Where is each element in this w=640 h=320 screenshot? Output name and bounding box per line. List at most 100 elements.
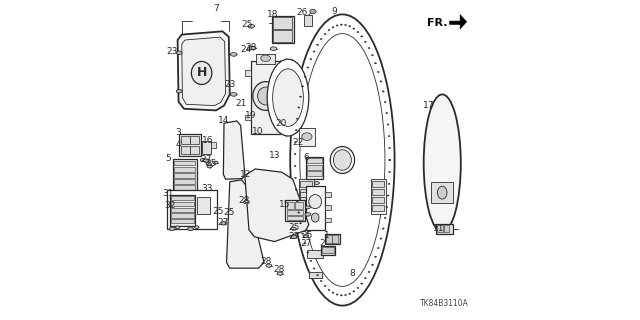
Text: 27: 27: [218, 218, 229, 227]
Text: 27: 27: [201, 155, 212, 164]
Ellipse shape: [300, 34, 385, 286]
Bar: [272, 16, 294, 43]
Ellipse shape: [204, 159, 209, 162]
Ellipse shape: [353, 28, 355, 29]
Bar: [172, 196, 193, 200]
Ellipse shape: [295, 130, 297, 131]
Ellipse shape: [384, 101, 386, 103]
Bar: [372, 181, 384, 187]
Text: 2: 2: [320, 239, 325, 248]
Text: 16: 16: [202, 136, 213, 145]
Text: 25: 25: [205, 159, 216, 168]
Ellipse shape: [365, 41, 367, 43]
Bar: [301, 205, 312, 211]
Bar: [307, 171, 321, 176]
Ellipse shape: [340, 24, 342, 25]
Ellipse shape: [374, 256, 376, 257]
Bar: [181, 146, 190, 154]
Polygon shape: [450, 15, 467, 29]
Bar: [324, 218, 330, 222]
Bar: [280, 115, 287, 120]
Ellipse shape: [188, 227, 193, 230]
Bar: [181, 136, 190, 144]
Ellipse shape: [258, 87, 274, 105]
Ellipse shape: [221, 222, 227, 225]
Bar: [172, 208, 193, 212]
Bar: [444, 225, 449, 232]
Text: 26: 26: [297, 8, 308, 17]
Ellipse shape: [307, 67, 308, 68]
Ellipse shape: [388, 159, 390, 161]
Ellipse shape: [301, 233, 303, 234]
Ellipse shape: [298, 107, 300, 108]
Text: H: H: [196, 67, 207, 79]
Ellipse shape: [294, 165, 296, 167]
Bar: [208, 142, 216, 148]
Text: 20: 20: [275, 119, 287, 128]
Ellipse shape: [294, 153, 296, 155]
Text: 1: 1: [324, 231, 330, 240]
Text: 28: 28: [238, 196, 250, 205]
Bar: [326, 235, 332, 243]
Ellipse shape: [330, 147, 355, 173]
Text: 25: 25: [241, 20, 253, 29]
Ellipse shape: [371, 264, 373, 265]
Bar: [256, 54, 275, 64]
Bar: [252, 61, 280, 134]
Bar: [273, 30, 292, 42]
Text: 17: 17: [423, 101, 435, 110]
Text: 15: 15: [279, 200, 291, 209]
Ellipse shape: [261, 55, 271, 61]
Ellipse shape: [305, 213, 311, 216]
Ellipse shape: [380, 81, 382, 82]
Bar: [300, 192, 306, 197]
Text: 11: 11: [433, 224, 445, 233]
Text: 4: 4: [176, 140, 181, 148]
Ellipse shape: [291, 235, 297, 238]
Text: 32: 32: [164, 201, 176, 210]
Text: 23: 23: [225, 80, 236, 89]
Ellipse shape: [388, 148, 390, 149]
Ellipse shape: [317, 44, 319, 45]
Text: 13: 13: [269, 151, 281, 160]
Bar: [300, 179, 314, 214]
Ellipse shape: [300, 223, 301, 224]
Ellipse shape: [266, 264, 272, 267]
Ellipse shape: [357, 31, 359, 33]
Bar: [295, 202, 303, 209]
Bar: [321, 246, 335, 255]
Ellipse shape: [308, 195, 321, 209]
Text: 9: 9: [332, 7, 337, 16]
Ellipse shape: [175, 226, 180, 228]
Bar: [280, 93, 287, 98]
Ellipse shape: [349, 293, 351, 294]
Bar: [301, 189, 312, 195]
Ellipse shape: [243, 201, 250, 204]
Bar: [301, 181, 312, 187]
Text: 31: 31: [163, 189, 173, 198]
Ellipse shape: [388, 183, 390, 184]
Ellipse shape: [304, 243, 306, 244]
Ellipse shape: [253, 82, 278, 110]
Bar: [245, 70, 252, 76]
Text: TK84B3110A: TK84B3110A: [420, 299, 468, 308]
Ellipse shape: [344, 24, 346, 26]
Ellipse shape: [206, 163, 211, 165]
Ellipse shape: [170, 196, 175, 199]
Text: 5: 5: [165, 154, 171, 163]
Bar: [172, 202, 193, 206]
Ellipse shape: [230, 93, 237, 96]
Ellipse shape: [388, 171, 390, 172]
Ellipse shape: [312, 213, 319, 222]
Ellipse shape: [189, 196, 195, 199]
Ellipse shape: [349, 26, 351, 27]
Ellipse shape: [304, 76, 306, 77]
Polygon shape: [182, 37, 226, 106]
Ellipse shape: [169, 227, 175, 230]
Polygon shape: [178, 31, 230, 110]
Bar: [431, 182, 453, 203]
Ellipse shape: [300, 96, 301, 97]
Ellipse shape: [195, 226, 199, 228]
Ellipse shape: [388, 159, 390, 161]
Text: 28: 28: [260, 257, 271, 266]
